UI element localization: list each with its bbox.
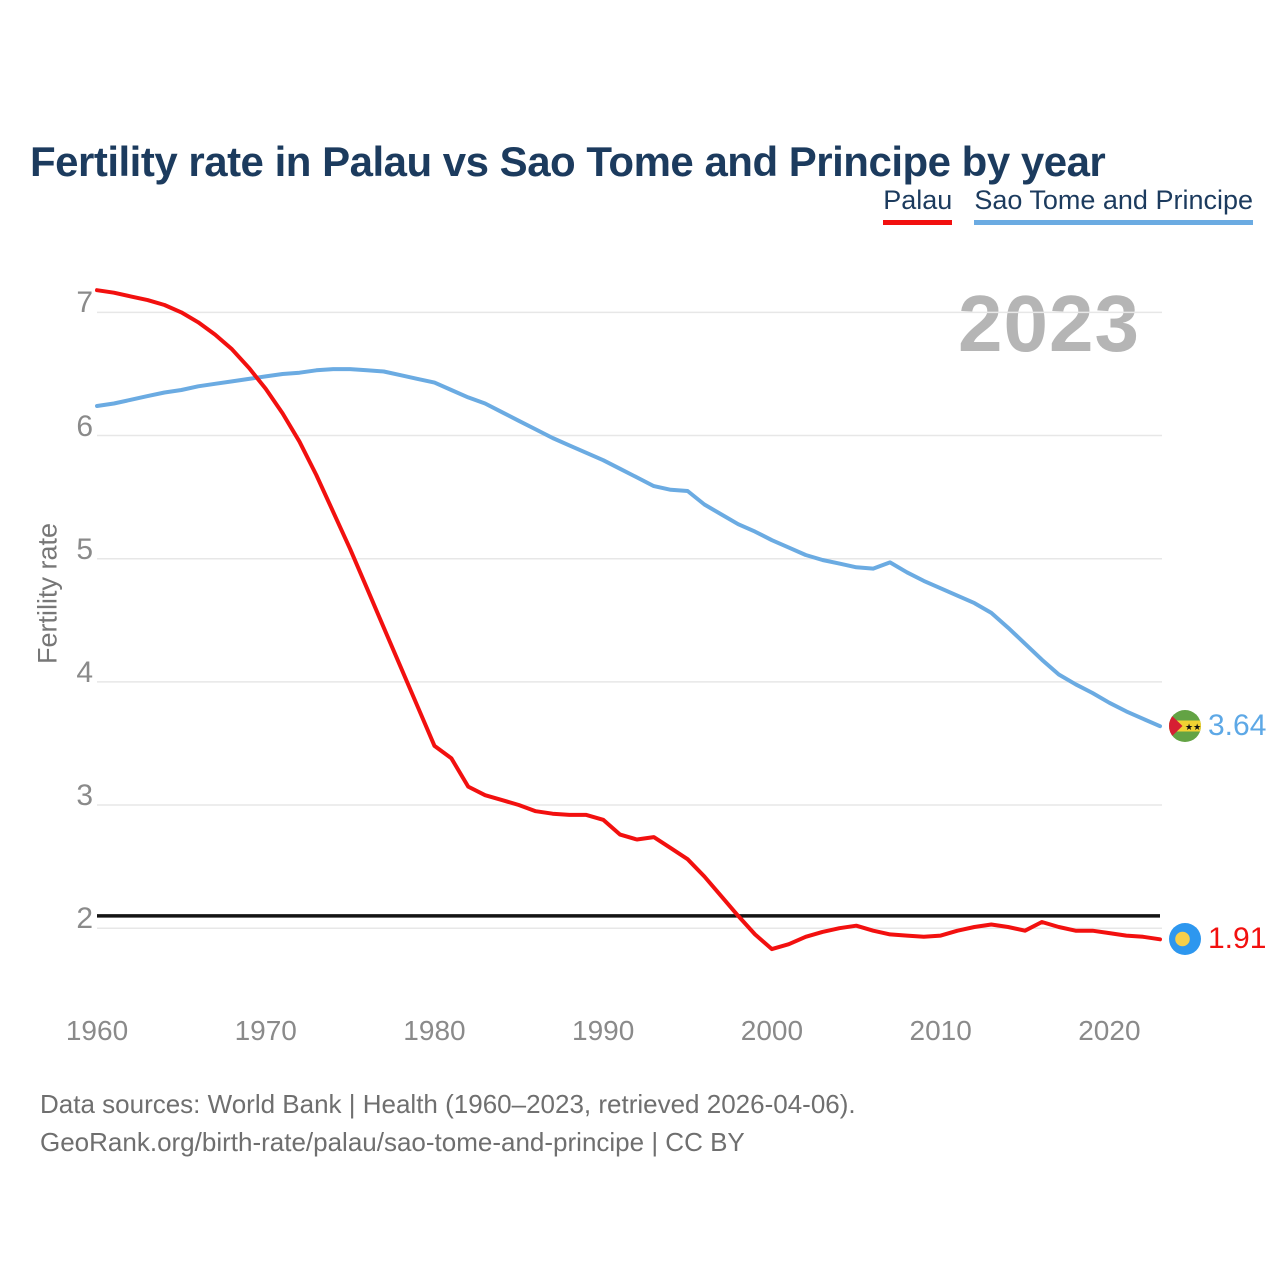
sao-tome-end-value: 3.64 bbox=[1208, 709, 1267, 743]
palau-end-label: 1.91 bbox=[1169, 922, 1266, 956]
y-tick-label-2: 2 bbox=[76, 902, 93, 936]
page-title: Fertility rate in Palau vs Sao Tome and … bbox=[30, 138, 1106, 186]
y-tick-label-5: 5 bbox=[76, 532, 93, 566]
x-tick-label-1970: 1970 bbox=[234, 1015, 297, 1046]
footer: Data sources: World Bank | Health (1960–… bbox=[40, 1085, 856, 1161]
x-tick-label-2020: 2020 bbox=[1078, 1015, 1141, 1046]
year-watermark: 2023 bbox=[958, 279, 1140, 368]
legend: Palau Sao Tome and Principe bbox=[883, 185, 1253, 225]
legend-item-sao-tome-and-principe[interactable]: Sao Tome and Principe bbox=[974, 185, 1253, 225]
series-line-sao-tome-and-principe[interactable] bbox=[95, 367, 1162, 729]
series-line-palau[interactable] bbox=[95, 288, 1162, 952]
sao-tome-end-label: ★★ 3.64 bbox=[1169, 709, 1266, 743]
x-tick-label-2000: 2000 bbox=[740, 1015, 804, 1046]
legend-item-palau[interactable]: Palau bbox=[883, 185, 953, 225]
x-tick-label-1960: 1960 bbox=[65, 1015, 129, 1046]
x-tick-label-2010: 2010 bbox=[909, 1015, 972, 1046]
y-tick-label-4: 4 bbox=[76, 655, 93, 689]
x-tick-label-1990: 1990 bbox=[572, 1015, 635, 1046]
svg-text:★★: ★★ bbox=[1185, 723, 1201, 733]
footer-sources-line: Data sources: World Bank | Health (1960–… bbox=[40, 1089, 856, 1119]
palau-flag-icon bbox=[1169, 923, 1201, 956]
y-tick-label-3: 3 bbox=[76, 779, 93, 813]
y-tick-label-6: 6 bbox=[76, 409, 93, 443]
palau-end-value: 1.91 bbox=[1208, 922, 1267, 956]
sao-tome-flag-icon: ★★ bbox=[1169, 710, 1201, 743]
x-tick-label-1980: 1980 bbox=[403, 1015, 466, 1046]
y-tick-label-7: 7 bbox=[76, 286, 93, 320]
footer-attribution-line: GeoRank.org/birth-rate/palau/sao-tome-an… bbox=[40, 1127, 745, 1157]
